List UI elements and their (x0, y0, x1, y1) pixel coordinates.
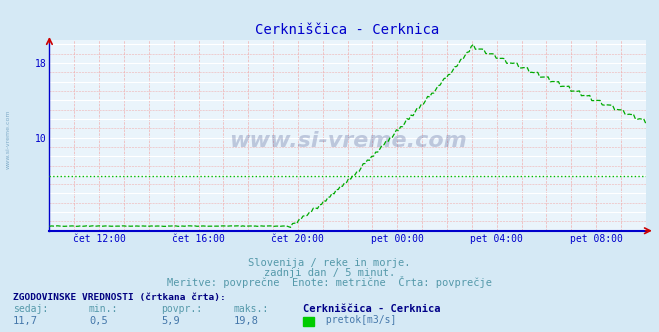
Text: Cerkniščica - Cerknica: Cerkniščica - Cerknica (303, 304, 441, 314)
Text: povpr.:: povpr.: (161, 304, 202, 314)
Text: maks.:: maks.: (234, 304, 269, 314)
Text: www.si-vreme.com: www.si-vreme.com (229, 131, 467, 151)
Text: sedaj:: sedaj: (13, 304, 48, 314)
Title: Cerkniščica - Cerknica: Cerkniščica - Cerknica (256, 23, 440, 37)
Text: min.:: min.: (89, 304, 119, 314)
Text: 11,7: 11,7 (13, 316, 38, 326)
Text: zadnji dan / 5 minut.: zadnji dan / 5 minut. (264, 268, 395, 278)
Text: Slovenija / reke in morje.: Slovenija / reke in morje. (248, 258, 411, 268)
Text: pretok[m3/s]: pretok[m3/s] (320, 315, 396, 325)
Text: Meritve: povprečne  Enote: metrične  Črta: povprečje: Meritve: povprečne Enote: metrične Črta:… (167, 276, 492, 288)
Text: 5,9: 5,9 (161, 316, 180, 326)
Text: ZGODOVINSKE VREDNOSTI (črtkana črta):: ZGODOVINSKE VREDNOSTI (črtkana črta): (13, 293, 226, 302)
Text: www.si-vreme.com: www.si-vreme.com (5, 110, 11, 169)
Text: 19,8: 19,8 (234, 316, 259, 326)
Text: 0,5: 0,5 (89, 316, 107, 326)
